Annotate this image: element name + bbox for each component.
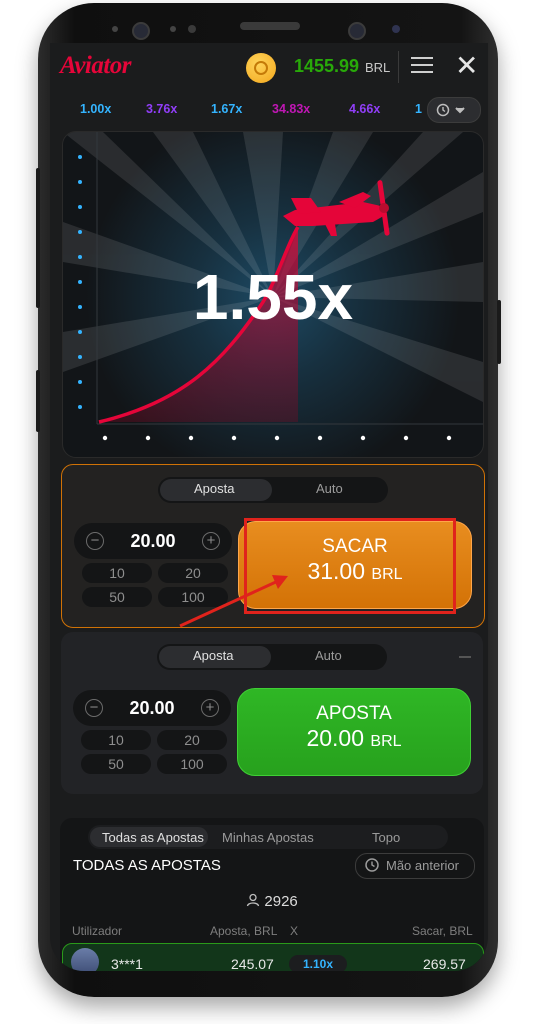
game-graphic: [63, 132, 483, 441]
balance-amount: 1455.99: [294, 56, 360, 76]
front-camera-icon: [348, 22, 366, 40]
history-toggle-button[interactable]: [427, 97, 481, 123]
history-multiplier: 34.83x: [272, 102, 311, 116]
quick-amount-chip[interactable]: 100: [158, 587, 228, 607]
tab-auto[interactable]: Auto: [315, 648, 342, 663]
bet-panel-2: Aposta Auto − 20.00 + 10 20 50 100 APOST…: [61, 632, 483, 794]
app-header: Aviator 1455.99 BRL ✕: [50, 43, 488, 91]
quick-amount-chip[interactable]: 10: [81, 730, 151, 750]
multiplier-history: 1.00x 3.76x 1.67x 34.83x 4.66x 1: [50, 93, 488, 127]
tab-top[interactable]: Topo: [372, 830, 401, 845]
row-multiplier-badge: 1.10x: [289, 955, 347, 971]
cashout-amount: 31.00: [307, 558, 366, 584]
tab-auto[interactable]: Auto: [316, 481, 343, 496]
minus-icon[interactable]: −: [85, 699, 103, 717]
plus-icon[interactable]: +: [201, 699, 219, 717]
history-multiplier: 1: [415, 102, 422, 116]
place-bet-button[interactable]: APOSTA 20.00 BRL: [237, 688, 471, 776]
cashout-amount-line: 31.00 BRL: [239, 558, 471, 585]
bets-count: 2926: [264, 893, 298, 910]
col-cashout: Sacar, BRL: [412, 924, 473, 938]
sensor-dot: [170, 26, 176, 32]
stake-amount[interactable]: 20.00: [129, 698, 175, 718]
hamburger-icon[interactable]: [411, 57, 433, 73]
sensor-dot: [188, 25, 196, 33]
tab-selected-pill: [90, 827, 208, 847]
coin-icon[interactable]: [246, 53, 276, 83]
power-button: [497, 300, 501, 364]
app-screen: Aviator 1455.99 BRL ✕ 1.00x 3.76x 1.67x …: [50, 43, 488, 971]
history-icon: [365, 858, 379, 872]
annotation-highlight-box: [244, 518, 456, 614]
table-row: 3***1 245.07 1.10x 269.57: [62, 943, 484, 971]
place-bet-amount-line: 20.00 BRL: [238, 725, 470, 752]
history-multiplier: 1.00x: [80, 102, 112, 116]
tab-aposta[interactable]: Aposta: [193, 648, 234, 663]
history-clock-icon: [436, 103, 465, 117]
cashout-label: SACAR: [322, 536, 388, 557]
avatar: [71, 948, 99, 971]
tab-all-bets[interactable]: Todas as Apostas: [102, 830, 204, 845]
toggle-selected-pill: [160, 479, 272, 501]
place-bet-amount: 20.00: [306, 725, 365, 751]
user-icon: [247, 893, 260, 907]
bets-tabs: Todas as Apostas Minhas Apostas Topo: [88, 825, 448, 849]
place-bet-label: APOSTA: [316, 703, 392, 724]
plus-icon[interactable]: +: [202, 532, 220, 550]
header-divider: [398, 51, 399, 83]
volume-button: [36, 168, 40, 308]
bets-section: Todas as Apostas Minhas Apostas Topo TOD…: [60, 818, 484, 971]
toggle-selected-pill: [159, 646, 271, 668]
sensor-dot: [392, 25, 400, 33]
remove-panel-icon[interactable]: [459, 656, 471, 658]
quick-amount-chip[interactable]: 20: [157, 730, 227, 750]
bets-count-line: 2926: [60, 893, 484, 910]
quick-amount-chip[interactable]: 20: [158, 563, 228, 583]
aviator-logo: Aviator: [60, 52, 132, 79]
stake-stepper: − 20.00 +: [74, 523, 232, 559]
row-user: 3***1: [111, 956, 143, 971]
history-multiplier: 3.76x: [146, 102, 178, 116]
camera-icon: [132, 22, 150, 40]
history-multiplier: 4.66x: [349, 102, 381, 116]
quick-amount-chip[interactable]: 50: [81, 754, 151, 774]
airplane-icon: [283, 180, 390, 236]
col-user: Utilizador: [72, 924, 123, 938]
minus-icon[interactable]: −: [86, 532, 104, 550]
bet-mode-toggle: Aposta Auto: [157, 644, 387, 670]
tab-aposta[interactable]: Aposta: [194, 481, 235, 496]
quick-amount-chip[interactable]: 100: [157, 754, 227, 774]
current-multiplier: 1.55x: [192, 261, 354, 333]
row-bet: 245.07: [231, 956, 274, 971]
col-bet: Aposta, BRL: [210, 924, 278, 938]
cashout-currency: BRL: [371, 566, 403, 583]
bet-mode-toggle: Aposta Auto: [158, 477, 388, 503]
close-icon[interactable]: ✕: [455, 50, 479, 81]
bet-panel-1: Aposta Auto − 20.00 + 10 20 50 100 SACAR…: [61, 464, 485, 628]
speaker-grille: [240, 22, 300, 30]
bixby-button: [36, 370, 40, 432]
balance-currency: BRL: [365, 60, 391, 75]
row-cashout: 269.57: [423, 956, 466, 971]
previous-round-button[interactable]: Mão anterior: [355, 853, 475, 879]
quick-amount-chip[interactable]: 50: [82, 587, 152, 607]
stake-stepper: − 20.00 +: [73, 690, 231, 726]
sensor-dot: [112, 26, 118, 32]
stake-amount[interactable]: 20.00: [130, 531, 176, 551]
previous-round-label: Mão anterior: [386, 858, 459, 873]
col-x: X: [290, 924, 299, 938]
place-bet-currency: BRL: [370, 733, 402, 750]
tab-my-bets[interactable]: Minhas Apostas: [222, 830, 314, 845]
game-canvas: 1.55x: [62, 131, 484, 458]
history-multiplier: 1.67x: [211, 102, 243, 116]
quick-amount-chip[interactable]: 10: [82, 563, 152, 583]
bets-title: TODAS AS APOSTAS: [73, 857, 221, 874]
